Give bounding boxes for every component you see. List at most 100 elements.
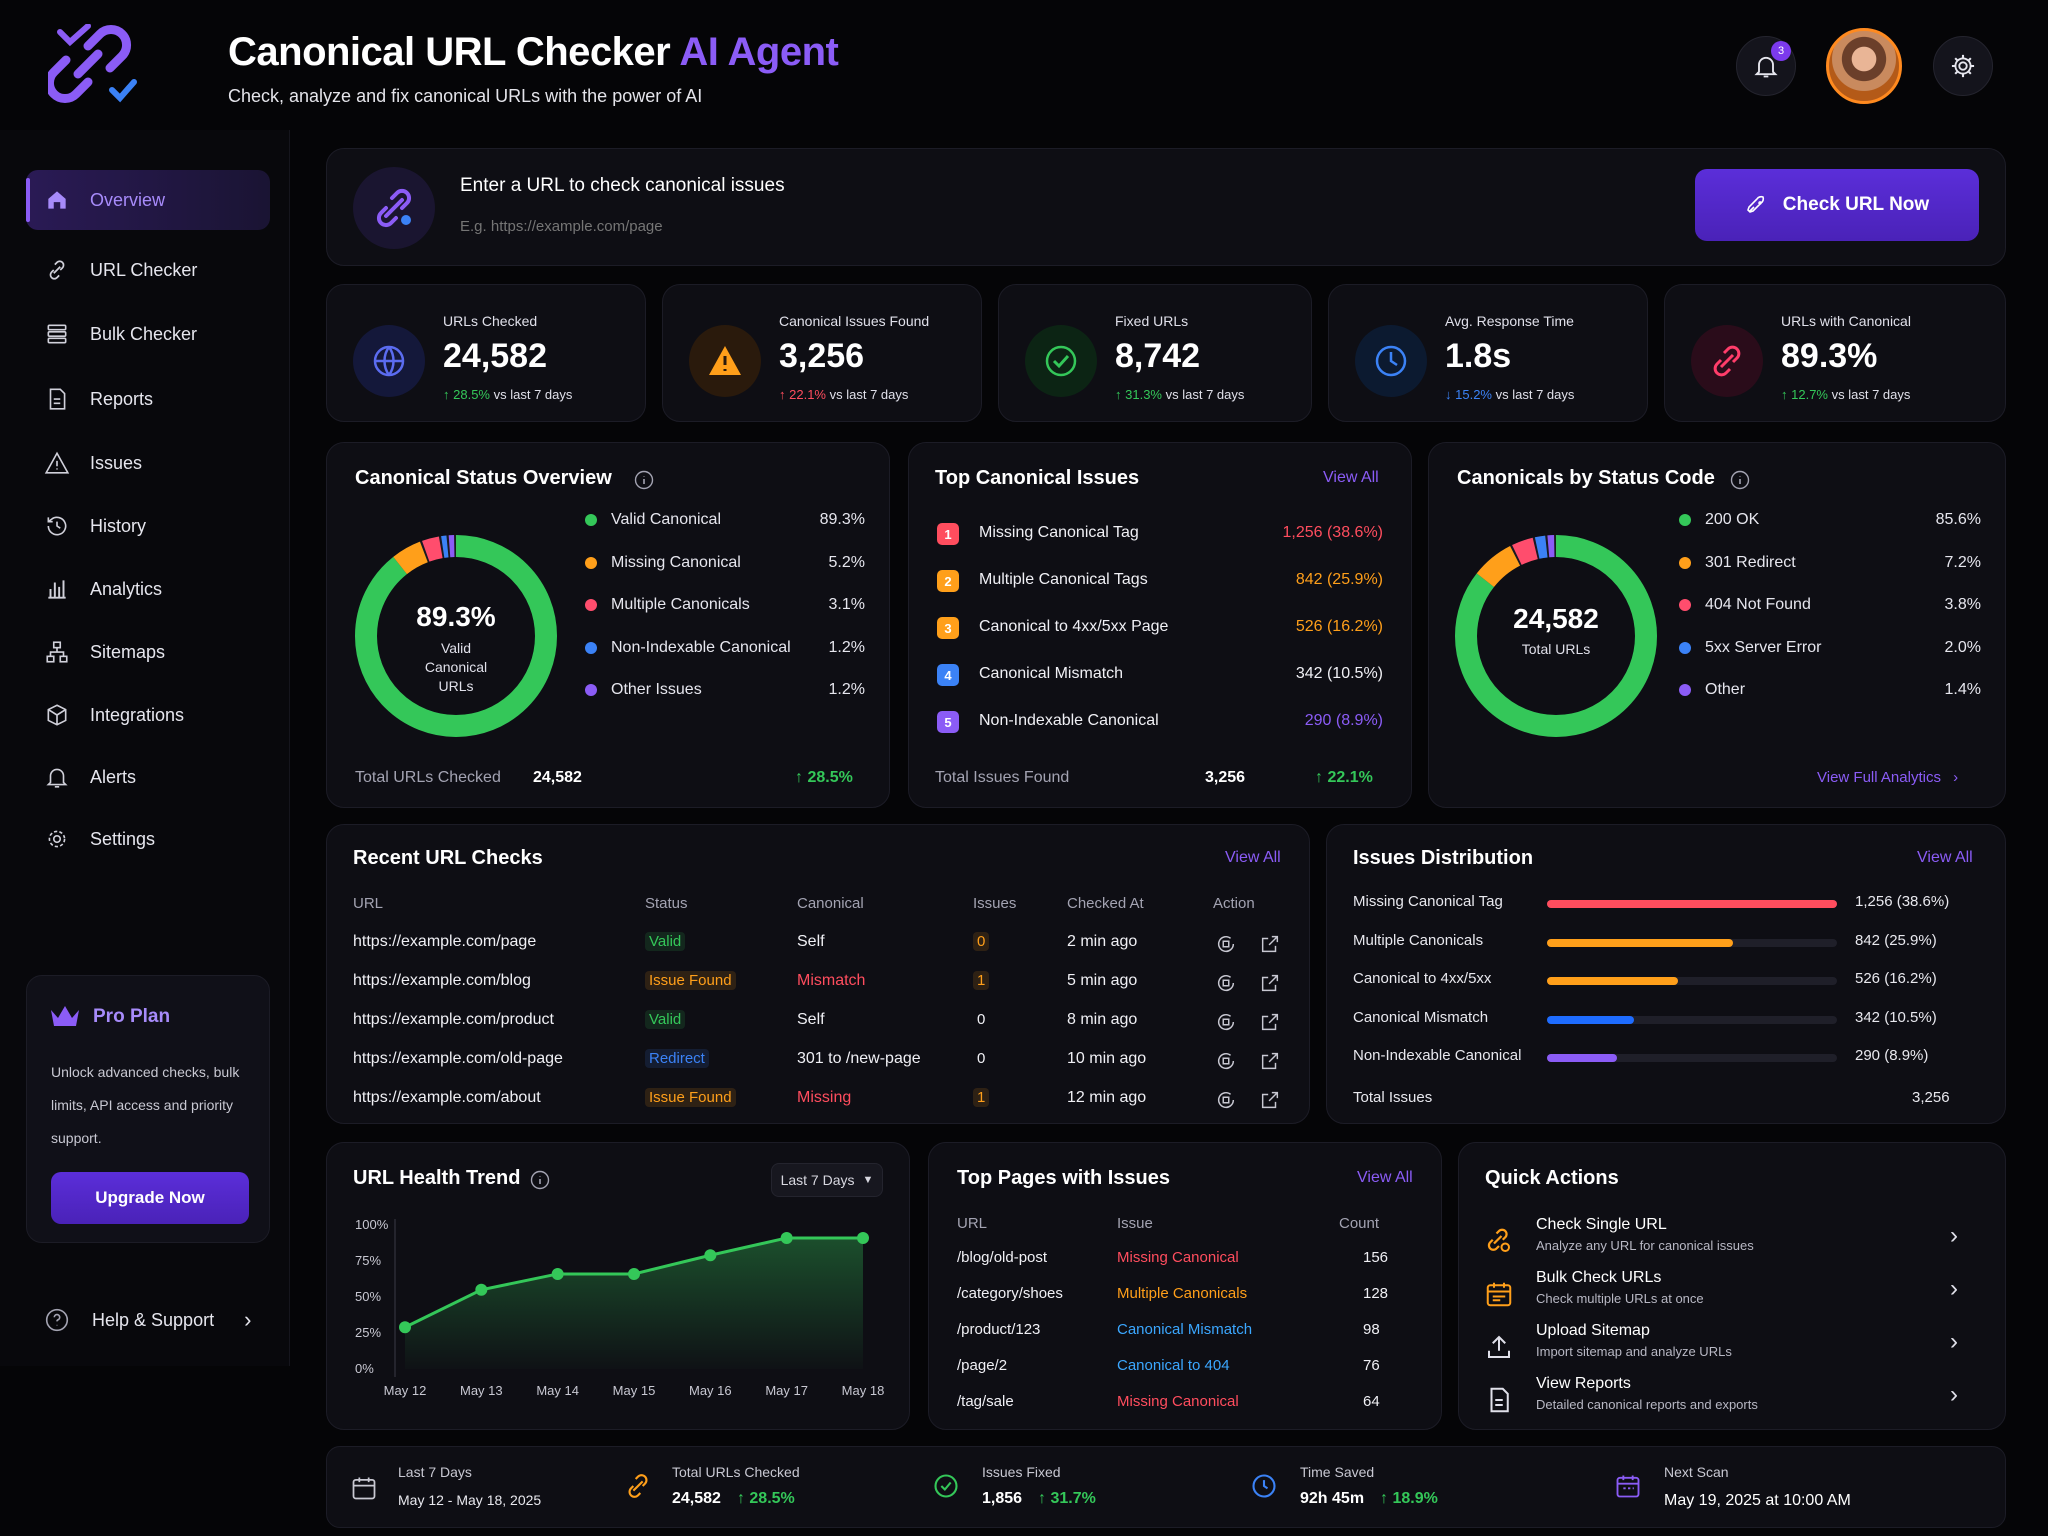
sidebar-item-issues[interactable]: Issues bbox=[26, 433, 270, 493]
url-search-panel: Enter a URL to check canonical issues Ch… bbox=[326, 148, 2006, 266]
issue-label[interactable]: Non-Indexable Canonical bbox=[979, 712, 1159, 729]
chevron-right-icon: › bbox=[1950, 1275, 1958, 1302]
status-tag: Issue Found bbox=[645, 1088, 736, 1107]
summary-next-scan: Next Scan May 19, 2025 at 10:00 AM bbox=[1614, 1462, 1914, 1522]
copy-icon[interactable] bbox=[1215, 1011, 1237, 1033]
view-full-analytics-link[interactable]: View Full Analytics › bbox=[1817, 769, 1958, 786]
legend-dot bbox=[585, 599, 597, 611]
page-issue: Canonical to 404 bbox=[1117, 1357, 1230, 1374]
row-url[interactable]: https://example.com/old-page bbox=[353, 1050, 563, 1067]
sidebar-item-overview[interactable]: Overview bbox=[26, 170, 270, 230]
issues-count: 1 bbox=[973, 1088, 990, 1107]
integrations-icon bbox=[47, 704, 67, 726]
trend-point bbox=[857, 1231, 869, 1244]
top-issues-view-all[interactable]: View All bbox=[1323, 469, 1379, 486]
page-url[interactable]: /category/shoes bbox=[957, 1285, 1063, 1302]
page-url[interactable]: /tag/sale bbox=[957, 1393, 1014, 1410]
trend-point bbox=[399, 1321, 411, 1334]
copy-icon[interactable] bbox=[1215, 933, 1237, 955]
issue-label[interactable]: Canonical to 4xx/5xx Page bbox=[979, 618, 1169, 635]
page-url[interactable]: /page/2 bbox=[957, 1357, 1008, 1374]
summary-total-label: Total URLs Checked bbox=[672, 1464, 800, 1480]
recent-checks-title: Recent URL Checks bbox=[353, 847, 543, 869]
external-link-icon[interactable] bbox=[1259, 1050, 1281, 1072]
range-select[interactable]: Last 7 Days ▼ bbox=[771, 1163, 883, 1197]
copy-icon[interactable] bbox=[1215, 1050, 1237, 1072]
distribution-bar bbox=[1547, 938, 1837, 947]
upgrade-button[interactable]: Upgrade Now bbox=[51, 1172, 249, 1224]
row-url[interactable]: https://example.com/page bbox=[353, 933, 537, 950]
row-url[interactable]: https://example.com/about bbox=[353, 1089, 541, 1106]
copy-icon[interactable] bbox=[1215, 972, 1237, 994]
page-count: 76 bbox=[1363, 1357, 1380, 1374]
settings-button[interactable] bbox=[1933, 36, 1993, 96]
quick-action-upload-sitemap[interactable]: Upload Sitemap Import sitemap and analyze… bbox=[1484, 1322, 1964, 1372]
legend-value: 7.2% bbox=[1944, 553, 1981, 571]
distribution-value: 526 (16.2%) bbox=[1855, 970, 1937, 987]
sidebar-item-bulk-checker[interactable]: Bulk Checker bbox=[26, 304, 270, 364]
top-issues-title: Top Canonical Issues bbox=[935, 467, 1140, 489]
sidebar-item-integrations[interactable]: Integrations bbox=[26, 685, 270, 745]
page-url[interactable]: /blog/old-post bbox=[957, 1249, 1048, 1266]
calendar-icon bbox=[352, 1477, 376, 1500]
issue-rank-badge: 4 bbox=[937, 664, 959, 686]
external-link-icon[interactable] bbox=[1259, 972, 1281, 994]
check-url-button[interactable]: Check URL Now bbox=[1695, 169, 1979, 241]
sidebar-item-label: Analytics bbox=[90, 578, 163, 599]
quick-action-view-reports[interactable]: View Reports Detailed canonical reports a… bbox=[1484, 1375, 1964, 1425]
sidebar-item-alerts[interactable]: Alerts bbox=[26, 747, 270, 807]
health-trend-panel: URL Health Trend Last 7 Days ▼ 100% 75% 50%… bbox=[326, 1142, 910, 1430]
chevron-right-icon: › bbox=[1950, 1381, 1958, 1408]
sidebar-item-label: Overview bbox=[90, 189, 166, 210]
info-icon[interactable] bbox=[1729, 469, 1751, 491]
column-header: URL bbox=[353, 895, 384, 912]
stat-card-urls-checked: URLs Checked 24,582 ↑ 28.5% vs last 7 days bbox=[326, 284, 646, 422]
bulk-list-icon bbox=[47, 324, 67, 344]
total-issues-label: Total Issues Found bbox=[935, 769, 1070, 786]
app-logo bbox=[44, 23, 138, 114]
sidebar-item-sitemaps[interactable]: Sitemaps bbox=[26, 622, 270, 682]
copy-icon[interactable] bbox=[1215, 1089, 1237, 1111]
page-url[interactable]: /product/123 bbox=[957, 1321, 1041, 1338]
sidebar-item-settings[interactable]: Settings bbox=[26, 809, 270, 869]
check-circle-icon bbox=[1025, 325, 1097, 397]
external-link-icon[interactable] bbox=[1259, 1011, 1281, 1033]
sidebar-item-history[interactable]: History bbox=[26, 496, 270, 556]
url-input[interactable] bbox=[460, 213, 1360, 239]
health-trend-title: URL Health Trend bbox=[353, 1167, 521, 1189]
info-icon[interactable] bbox=[633, 469, 655, 491]
distribution-view-all[interactable]: View All bbox=[1917, 849, 1973, 866]
stat-change-value: 15.2% bbox=[1455, 387, 1492, 402]
row-url[interactable]: https://example.com/blog bbox=[353, 972, 531, 989]
quick-action-bulk-check-urls[interactable]: Bulk Check URLs Check multiple URLs at on… bbox=[1484, 1269, 1964, 1319]
external-link-icon[interactable] bbox=[1259, 933, 1281, 955]
issue-label[interactable]: Canonical Mismatch bbox=[979, 665, 1124, 682]
legend-dot bbox=[585, 684, 597, 696]
distribution-bar-fill bbox=[1547, 1054, 1617, 1062]
legend-dot bbox=[1679, 641, 1691, 654]
row-actions bbox=[1215, 1089, 1281, 1111]
sidebar-item-analytics[interactable]: Analytics bbox=[26, 559, 270, 619]
avatar[interactable] bbox=[1826, 28, 1902, 104]
donut-center-label: Valid Canonical URLs bbox=[424, 640, 488, 694]
issue-label[interactable]: Multiple Canonical Tags bbox=[979, 571, 1148, 588]
stat-change: ↓ 15.2% vs last 7 days bbox=[1445, 387, 1575, 402]
quick-action-subtitle: Detailed canonical reports and exports bbox=[1536, 1397, 1758, 1412]
sidebar-item-label: Integrations bbox=[90, 704, 185, 725]
sidebar-item-url-checker[interactable]: URL Checker bbox=[26, 240, 270, 300]
summary-fixed-change: 31.7% bbox=[1050, 1490, 1096, 1507]
info-icon[interactable] bbox=[529, 1169, 551, 1191]
external-link-icon[interactable] bbox=[1259, 1089, 1281, 1111]
help-support-link[interactable]: Help & Support › bbox=[44, 1304, 264, 1336]
top-pages-view-all[interactable]: View All bbox=[1357, 1169, 1413, 1186]
recent-checks-view-all[interactable]: View All bbox=[1225, 849, 1281, 866]
trend-point bbox=[628, 1267, 640, 1280]
stat-change: ↑ 28.5% vs last 7 days bbox=[443, 387, 573, 402]
issue-label[interactable]: Missing Canonical Tag bbox=[979, 524, 1139, 541]
row-url[interactable]: https://example.com/product bbox=[353, 1011, 554, 1028]
sidebar-item-reports[interactable]: Reports bbox=[26, 369, 270, 429]
notifications-button[interactable]: 3 bbox=[1736, 36, 1796, 96]
quick-action-check-single-url[interactable]: Check Single URL Analyze any URL for cano… bbox=[1484, 1216, 1964, 1266]
history-icon bbox=[47, 516, 67, 536]
distribution-bar-fill bbox=[1547, 977, 1678, 985]
